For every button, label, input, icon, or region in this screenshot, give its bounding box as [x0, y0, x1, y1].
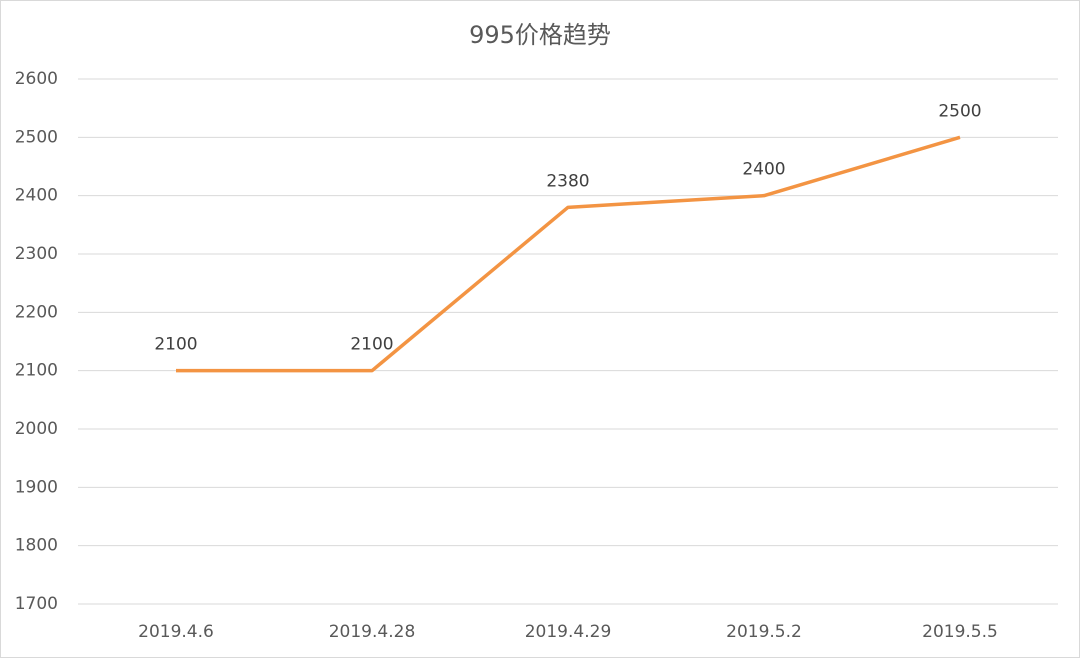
- y-tick-label: 2300: [15, 244, 58, 264]
- data-label: 2100: [350, 335, 393, 355]
- y-tick-label: 2100: [15, 361, 58, 381]
- x-tick-label: 2019.5.2: [726, 622, 802, 642]
- data-label: 2380: [546, 171, 589, 191]
- y-tick-label: 1700: [15, 594, 58, 614]
- x-tick-label: 2019.4.28: [329, 622, 416, 642]
- y-tick-label: 2500: [15, 127, 58, 147]
- y-tick-label: 2600: [15, 69, 58, 89]
- data-label: 2100: [154, 335, 197, 355]
- y-tick-label: 2000: [15, 419, 58, 439]
- x-tick-label: 2019.4.6: [138, 622, 214, 642]
- y-tick-label: 1800: [15, 536, 58, 556]
- y-tick-label: 2200: [15, 302, 58, 322]
- y-tick-label: 1900: [15, 477, 58, 497]
- chart-title: 995价格趋势: [469, 21, 611, 49]
- x-tick-label: 2019.5.5: [922, 622, 998, 642]
- data-label: 2400: [742, 160, 785, 180]
- line: [176, 135, 961, 373]
- data-label: 2500: [938, 101, 981, 121]
- x-tick-label: 2019.4.29: [525, 622, 612, 642]
- y-tick-label: 2400: [15, 186, 58, 206]
